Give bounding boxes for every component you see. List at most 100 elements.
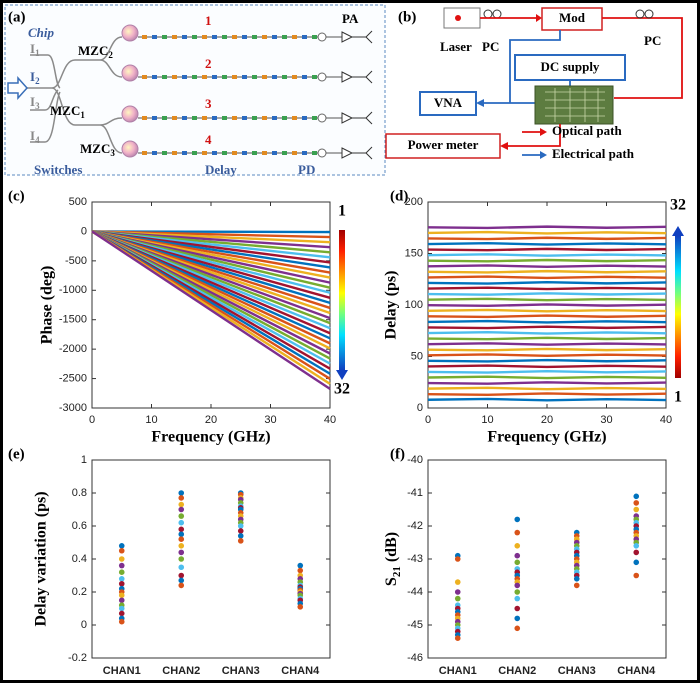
y-axis-label-part: (dB) — [383, 532, 400, 566]
line-series — [427, 225, 667, 230]
x-tick-label: CHAN2 — [162, 665, 200, 677]
data-point — [297, 604, 304, 610]
waveguide-segment — [272, 151, 277, 155]
panel-a: (a) Chip I1 I2 I3 I4 MZC2 MZC1 MZC3 1 2 … — [4, 4, 386, 177]
y-tick-label: 500 — [69, 196, 87, 208]
data-point — [118, 597, 125, 604]
y-tick-label: -500 — [65, 255, 87, 267]
data-point — [633, 543, 640, 549]
chip-pattern — [545, 88, 605, 122]
input-label: I1 — [30, 41, 40, 58]
data-point — [178, 513, 185, 519]
data-point — [178, 490, 185, 496]
waveguide-segment — [192, 75, 197, 79]
y-tick-label: -46 — [407, 652, 423, 664]
waveguide-segment — [182, 151, 187, 155]
waveguide-segment — [142, 75, 147, 79]
line-series — [427, 286, 667, 291]
chip-label: Chip — [28, 25, 55, 40]
data-point — [118, 543, 125, 549]
waveguide-segment — [282, 35, 287, 39]
waveguide-segment — [182, 35, 187, 39]
waveguide-segment — [222, 151, 227, 155]
y-tick-label: 0 — [81, 225, 87, 237]
amplifier — [341, 112, 354, 124]
optical-link — [506, 124, 561, 147]
waveguide-segment — [222, 35, 227, 39]
pc-coil — [635, 9, 645, 19]
waveguide-segment — [142, 35, 147, 39]
waveguide-segment — [282, 75, 287, 79]
antenna — [352, 146, 373, 160]
waveguide-segment — [292, 151, 297, 155]
data-point — [514, 529, 521, 536]
data-point — [633, 500, 640, 506]
x-tick-label: 20 — [541, 414, 553, 426]
legend-text: Electrical path — [552, 146, 635, 161]
amplifier-label: PA — [342, 11, 359, 26]
pc-label: PC — [644, 33, 661, 48]
electrical-link — [482, 30, 571, 104]
waveguide-segment — [222, 116, 227, 120]
data-point — [118, 562, 125, 569]
waveguide-segment — [272, 116, 277, 120]
ring-resonator — [121, 24, 139, 42]
y-axis-label: S21 (dB) — [383, 532, 403, 586]
waveguide-segment — [242, 151, 247, 155]
panel-label: (c) — [8, 188, 25, 204]
y-axis-label: Phase (deg) — [39, 266, 56, 345]
data-point — [237, 533, 244, 539]
input-text: I — [30, 41, 35, 56]
data-point — [514, 615, 521, 622]
input-sub: 1 — [35, 48, 40, 58]
switch-sub: 1 — [80, 110, 85, 120]
waveguide-segment — [152, 116, 157, 120]
waveguide-segment — [202, 35, 207, 39]
line-series — [427, 397, 667, 402]
y-tick-label: -40 — [407, 454, 423, 466]
line-series — [427, 297, 667, 302]
waveguide-segment — [302, 75, 307, 79]
x-tick-label: 10 — [145, 414, 157, 426]
laser-label: Laser — [440, 39, 472, 54]
input-arrow — [7, 76, 29, 100]
y-tick-label: -1500 — [59, 314, 87, 326]
x-tick-label: CHAN4 — [281, 665, 320, 677]
y-tick-label: -43 — [407, 553, 423, 565]
line-series — [427, 364, 667, 369]
waveguide-segment — [252, 75, 257, 79]
y-tick-label: 0.4 — [72, 553, 87, 565]
delay-lines — [121, 24, 373, 160]
photodiode — [317, 148, 327, 158]
amplifier — [341, 147, 354, 159]
arrow-head — [536, 14, 542, 22]
waveguide-segment — [312, 151, 317, 155]
switch-tree — [25, 36, 123, 154]
y-tick-label: 0 — [81, 619, 87, 631]
section-label: Delay — [205, 162, 237, 177]
waveguide-segment — [202, 116, 207, 120]
y-tick-label: 0.6 — [72, 520, 87, 532]
waveguide-segment — [232, 151, 237, 155]
waveguide-segment — [262, 151, 267, 155]
y-tick-label: -2500 — [59, 372, 87, 384]
panel-label: (d) — [390, 188, 408, 204]
colorbar-label: 1 — [674, 389, 682, 406]
line-series — [427, 241, 667, 246]
data-point — [514, 625, 521, 632]
input-sub: 4 — [35, 135, 40, 145]
waveguide-segment — [232, 35, 237, 39]
data-point — [178, 526, 185, 533]
waveguide-segment — [272, 75, 277, 79]
antenna — [352, 111, 373, 125]
y-tick-label: 1 — [81, 454, 87, 466]
waveguide-segment — [312, 116, 317, 120]
waveguide-segment — [262, 116, 267, 120]
data-point — [454, 589, 461, 595]
line-series — [427, 375, 667, 380]
photodiode — [317, 72, 327, 82]
data-point — [178, 556, 185, 562]
waveguide-segment — [252, 116, 257, 120]
data-point — [514, 543, 521, 549]
plot-frame — [91, 459, 331, 659]
